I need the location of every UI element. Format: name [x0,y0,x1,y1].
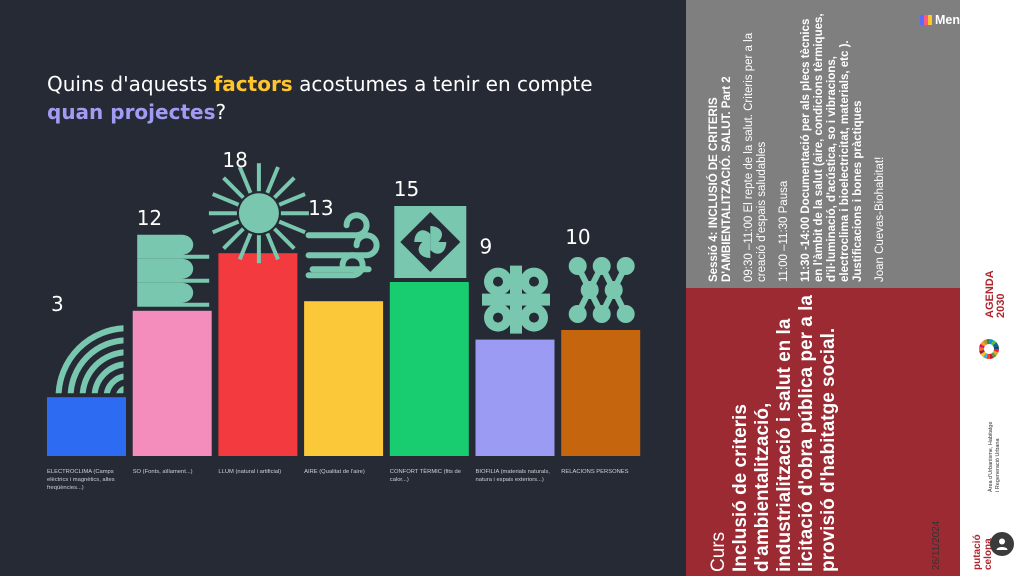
session-info-box: Sessió 4: INCLUSIÓ DE CRITERIS D'AMBIENT… [686,0,960,288]
schedule-item-1: 09:30 –11:00 El repte de la salut. Crite… [743,32,768,282]
question-title: Quins d'aquests factors acostumes a teni… [47,70,647,126]
results-bar-chart: 3 ELECTROCLIMA (Camps elèctrics i magnètic… [47,148,641,491]
question-text: Quins d'aquests [47,72,214,96]
area-line-2: i Regeneració Urbana [995,438,1001,492]
question-highlight-quan: quan projectes [47,100,216,124]
bar-so [132,310,212,456]
diputacio-line-1: putació [972,534,983,570]
agenda-2030-logo: AGENDA 2030 [984,270,1007,318]
category-label: BIOFILIA (materials naturals, natura i es… [476,469,551,483]
sun-icon [208,163,309,264]
logos-strip [960,288,1024,576]
course-date: 26/11/2024 [931,520,942,570]
session-info-text: Sessió 4: INCLUSIÓ DE CRITERIS D'AMBIENT… [708,6,896,282]
course-title: Inclusió de criteris d'ambientalització,… [730,295,839,572]
bar-value-label: 13 [308,196,333,220]
mentimeter-logo-icon [920,15,932,25]
course-label: Curs [708,531,729,572]
category-label: AIRE (Qualitat de l'aire) [304,469,365,475]
bar-value-label: 12 [137,206,162,230]
mentimeter-branding: Mentimeter [920,13,1002,27]
bar-electroclima [47,397,126,456]
question-mark: ? [215,100,227,124]
sdg-wheel-icon [979,339,999,359]
speaker-name: Joan Cuevas-Biohabitat! [874,156,886,282]
course-title-box: Curs Inclusió de criteris d'ambientalitz… [686,288,960,576]
flower-grid-icon [482,265,550,334]
bar-confort [389,282,469,456]
category-label: CONFORT TÈRMIC (fits de calor...) [390,468,461,483]
category-label: RELACIONS PERSONES [561,469,628,475]
area-urbanisme-label: Àrea d'Urbanisme, Habitatge i Regeneraci… [988,422,1002,492]
participants-button[interactable] [990,532,1014,556]
question-text-middle: acostumes a tenir en compte [292,72,593,96]
bar-value-label: 18 [222,148,247,172]
bar-relacions [561,330,641,456]
person-icon [996,538,1008,550]
area-line-1: Àrea d'Urbanisme, Habitatge [988,421,994,492]
presentation-slide: Quins d'aquests factors acostumes a teni… [47,70,647,491]
category-label: ELECTROCLIMA (Camps elèctrics i magnètics… [47,469,115,491]
category-label: SO (Fonts, aïllament...) [133,469,193,475]
category-label: LLUM (natural i artificial) [218,469,281,475]
agenda-year: 2030 [995,293,1007,318]
bar-llum [218,253,298,456]
network-nodes-icon [568,257,635,323]
bar-value-label: 10 [565,225,590,249]
schedule-item-3: 11:30 -14:00 Documentació per als plecs … [800,13,864,282]
s-curves-icon [137,234,210,307]
schedule-item-2: 11:00 –11:30 Pausa [778,180,790,282]
session-title: Sessió 4: INCLUSIÓ DE CRITERIS D'AMBIENT… [708,76,733,282]
question-highlight-factors: factors [213,72,293,96]
bar-aire [304,301,384,456]
bar-value-label: 9 [480,235,493,259]
bar-biofilia [475,339,555,456]
mentimeter-wordmark: Mentimeter [935,13,1002,27]
bar-value-label: 3 [51,292,64,316]
wind-icon [305,212,380,279]
course-text: Curs Inclusió de criteris d'ambientalitz… [708,292,840,572]
bar-value-label: 15 [394,177,419,201]
pinwheel-icon [394,206,467,278]
